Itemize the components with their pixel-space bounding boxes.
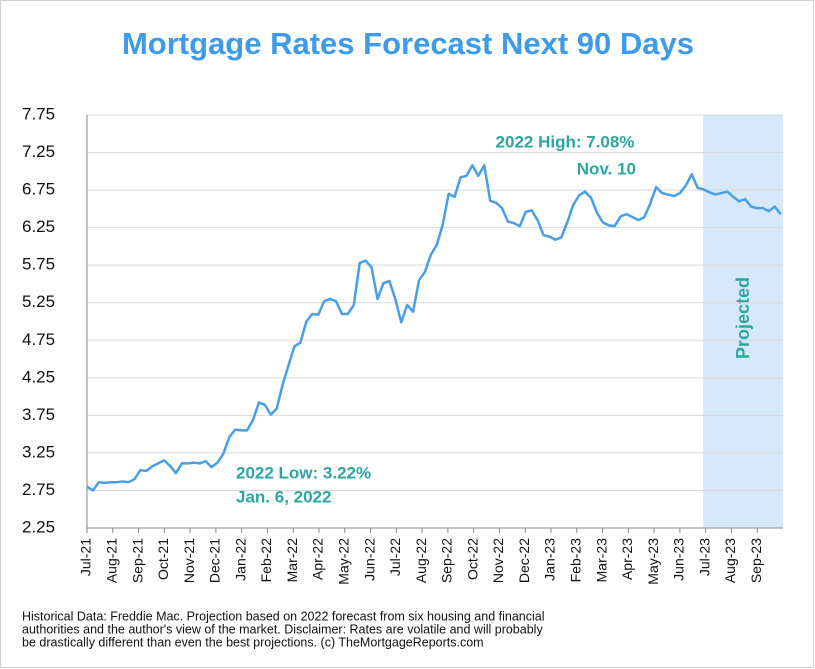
y-tick-label: 3.75 [22,405,55,424]
x-tick-label: Aug-22 [413,538,429,583]
x-tick-label: Jul-21 [78,538,94,576]
y-tick-label: 7.25 [22,142,55,161]
x-tick-label: Nov-22 [490,538,506,583]
x-tick-label: Apr-22 [310,538,326,580]
x-tick-label: Dec-21 [207,538,223,583]
x-tick-label: Aug-21 [103,538,119,583]
y-tick-label: 3.25 [22,442,55,461]
annotation: Nov. 10 [577,159,636,178]
x-tick-label: Feb-22 [258,538,274,583]
x-tick-label: Sep-22 [439,538,455,583]
y-tick-label: 5.75 [22,255,55,274]
x-tick-label: Jul-22 [387,538,403,576]
y-tick-label: 2.25 [22,517,55,536]
y-tick-label: 2.75 [22,480,55,499]
x-tick-label: Jun-22 [361,538,377,581]
y-tick-label: 4.25 [22,367,55,386]
annotation: 2022 Low: 3.22% [236,463,371,482]
x-tick-label: Oct-21 [155,538,171,580]
x-tick-label: May-22 [335,538,351,585]
x-tick-label: Apr-23 [619,538,635,580]
x-tick-label: Nov-21 [181,538,197,583]
y-tick-label: 4.75 [22,330,55,349]
x-tick-label: Dec-22 [516,538,532,583]
x-tick-label: Jan-22 [232,538,248,581]
footnote: Historical Data: Freddie Mac. Projection… [22,609,545,623]
x-tick-label: Jun-23 [671,538,687,581]
x-tick-label: Sep-23 [748,538,764,583]
projected-label: Projected [733,277,753,359]
annotation: 2022 High: 7.08% [496,132,635,151]
x-tick-label: Feb-23 [567,538,583,583]
y-tick-label: 7.75 [22,104,55,123]
rate-line [86,164,782,492]
y-tick-label: 5.25 [22,292,55,311]
chart-title: Mortgage Rates Forecast Next 90 Days [122,26,694,61]
x-tick-label: Oct-22 [464,538,480,580]
footnote: authorities and the author's view of the… [22,622,543,636]
projected-region [703,115,783,528]
annotation: Jan. 6, 2022 [236,487,331,506]
plot-area: Projected 2.25 2.75 3.25 3.75 4.25 4.75 5.25 5.7… [22,104,783,585]
footnote: be drastically different than even the b… [22,635,484,649]
y-tick-label: 6.25 [22,217,55,236]
x-tick-label: Jul-23 [696,538,712,576]
x-tick-label: May-23 [645,538,661,585]
x-tick-label: Mar-23 [593,538,609,583]
x-tick-label: Sep-21 [129,538,145,583]
x-tick-label: Mar-22 [284,538,300,583]
x-tick-label: Jan-23 [542,538,558,581]
x-tick-label: Aug-23 [722,538,738,583]
y-tick-label: 6.75 [22,180,55,199]
